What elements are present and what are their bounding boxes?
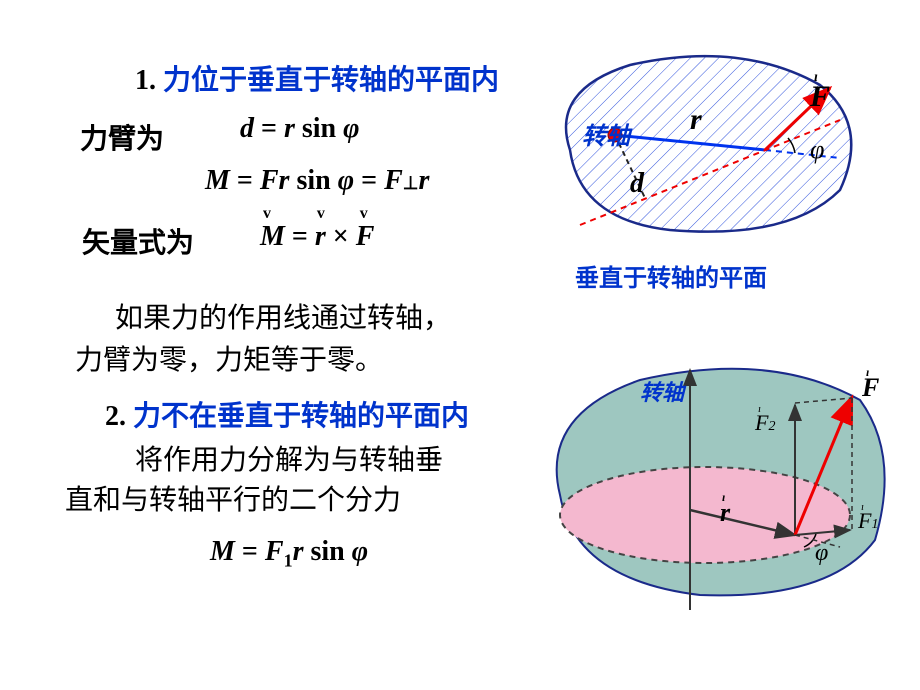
section-2-number: 2. 力不在垂直于转轴的平面内 bbox=[105, 394, 469, 434]
d2-F-label: ıF bbox=[862, 373, 879, 403]
vector-label: 矢量式为 bbox=[82, 221, 194, 261]
slide: 1. 力位于垂直于转轴的平面内 力臂为 d = r sin φ M = Fr s… bbox=[0, 0, 920, 690]
d2-F2-label: ıF2 bbox=[755, 410, 775, 436]
d1-phi-label: φ bbox=[810, 135, 824, 165]
d2-phi-label: φ bbox=[815, 540, 828, 567]
moment-formula: M = Fr sin φ = F⊥r bbox=[205, 165, 429, 197]
section-1-title: 力位于垂直于转轴的平面内 bbox=[163, 65, 499, 96]
arm-formula: d = r sin φ bbox=[240, 113, 360, 145]
d1-r-label: r bbox=[690, 103, 702, 137]
diagram-1 bbox=[520, 30, 890, 270]
note-line-1: 如果力的作用线通过转轴， bbox=[115, 296, 451, 336]
section-2-formula: M = F1r sin φ bbox=[210, 536, 368, 572]
arm-label: 力臂为 bbox=[80, 117, 164, 157]
d2-r-label: ır bbox=[720, 498, 730, 528]
section-1-number: 1. 力位于垂直于转轴的平面内 bbox=[135, 58, 499, 98]
note-line-2: 力臂为零，力矩等于零。 bbox=[75, 338, 383, 378]
decomp-line-2: 直和与转轴平行的二个分力 bbox=[65, 478, 401, 518]
d2-axis-label: 转轴 bbox=[640, 375, 684, 407]
d1-d-label: d bbox=[630, 168, 644, 200]
d2-F1-label: ıF1 bbox=[858, 508, 878, 534]
vector-formula: vM = vr × vF bbox=[260, 221, 374, 253]
diagram-2 bbox=[520, 335, 920, 655]
section-2-title: 力不在垂直于转轴的平面内 bbox=[133, 401, 469, 432]
d1-F-label: ıF bbox=[810, 80, 830, 114]
d1-axis-label: 转轴 bbox=[582, 116, 630, 151]
decomp-line-1: 将作用力分解为与转轴垂 bbox=[135, 438, 443, 478]
d1-caption: 垂直于转轴的平面 bbox=[575, 258, 767, 293]
